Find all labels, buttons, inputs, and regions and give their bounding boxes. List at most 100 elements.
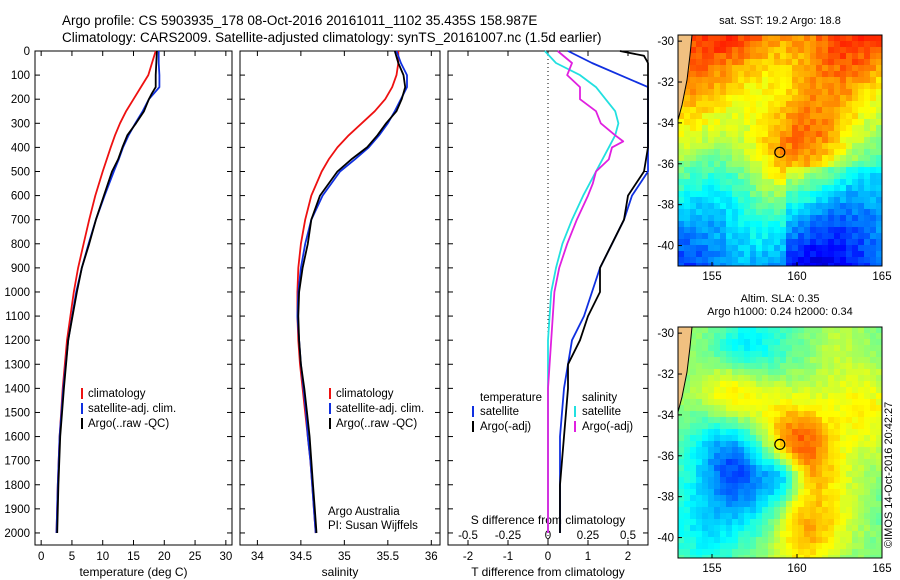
sla-map-cell (852, 357, 859, 364)
sst-map-xtick-label: 160 (787, 271, 806, 283)
sst-map-cell (780, 107, 787, 114)
sst-map-cell (732, 233, 739, 240)
sla-map-cell (786, 537, 793, 544)
sla-map-cell (852, 513, 859, 520)
sst-map-cell (816, 263, 823, 267)
sla-map-cell (738, 519, 745, 526)
sst-map-cell (840, 167, 847, 174)
sla-map-cell (708, 393, 715, 400)
sst-map-cell (864, 35, 871, 42)
sst-map-cell (720, 197, 727, 204)
sla-map-cell (750, 459, 757, 466)
sst-map-cell (684, 173, 691, 180)
sst-map-cell (690, 71, 697, 78)
sst-map-cell (690, 125, 697, 132)
sla-map-cell (720, 507, 727, 514)
sst-map-cell (864, 89, 871, 96)
sla-map-cell (726, 525, 733, 532)
sla-map-cell (792, 339, 799, 346)
sst-map-cell (744, 227, 751, 234)
sla-map-cell (870, 369, 877, 376)
sla-map-cell (750, 471, 757, 478)
sst-map-cell (876, 239, 883, 246)
sla-map-cell (714, 441, 721, 448)
sst-map-cell (840, 173, 847, 180)
sst-map-cell (714, 119, 721, 126)
sst-map-cell (696, 41, 703, 48)
sla-map-cell (750, 483, 757, 490)
sst-map-cell (678, 221, 685, 228)
sst-map-cell (840, 245, 847, 252)
sla-map-cell (864, 351, 871, 358)
sst-map-cell (774, 107, 781, 114)
sla-map-cell (720, 429, 727, 436)
sla-map-cell (702, 411, 709, 418)
sst-map-cell (714, 245, 721, 252)
sst-map-cell (774, 263, 781, 267)
sla-map-cell (744, 393, 751, 400)
depth-ytick-label: 1500 (4, 407, 30, 419)
sla-map-cell (834, 495, 841, 502)
sla-map-cell (720, 387, 727, 394)
credit-annotation: PI: Susan Wijffels (328, 520, 418, 532)
sla-map-cell (846, 369, 853, 376)
sla-map-cell (810, 465, 817, 472)
sst-map-cell (744, 41, 751, 48)
sst-map-cell (828, 125, 835, 132)
sla-map-cell (744, 489, 751, 496)
sla-map-cell (720, 459, 727, 466)
sla-map-cell (792, 477, 799, 484)
sst-map-cell (858, 137, 865, 144)
sst-map-cell (870, 65, 877, 72)
sst-map-cell (708, 179, 715, 186)
sla-map-cell (750, 423, 757, 430)
sst-map-cell (786, 197, 793, 204)
sla-map-cell (852, 411, 859, 418)
sla-map-cell (744, 507, 751, 514)
sla-map-cell (846, 333, 853, 340)
sst-map-cell (792, 167, 799, 174)
sst-map-cell (702, 113, 709, 120)
sst-map-cell (738, 185, 745, 192)
sla-map-cell (780, 465, 787, 472)
sst-map-cell (846, 251, 853, 258)
sla-map-cell (756, 519, 763, 526)
sla-map-cell (690, 327, 697, 334)
sst-map-cell (750, 209, 757, 216)
legend-t-label: Argo(-adj) (480, 421, 531, 433)
sst-map-cell (852, 119, 859, 126)
sla-map-cell (822, 351, 829, 358)
sst-map-cell (696, 113, 703, 120)
sla-map-cell (822, 465, 829, 472)
temperature-xlabel: temperature (deg C) (79, 565, 187, 579)
sla-map-cell (732, 543, 739, 550)
sla-map-cell (798, 531, 805, 538)
sla-map-cell (720, 501, 727, 508)
sla-map-cell (732, 501, 739, 508)
sla-map-cell (738, 447, 745, 454)
sst-map-cell (864, 239, 871, 246)
sst-map-cell (756, 59, 763, 66)
sla-map-cell (816, 465, 823, 472)
sla-map-cell (690, 345, 697, 352)
sst-map-cell (708, 245, 715, 252)
sla-map-cell (738, 459, 745, 466)
sst-map-cell (702, 35, 709, 42)
temperature-series-argo (56, 50, 158, 534)
temperature-legend-label: satellite-adj. clim. (88, 403, 176, 415)
sst-map-cell (816, 149, 823, 156)
sst-map-cell (834, 167, 841, 174)
difference-series-temperature-satellite (559, 50, 649, 533)
sst-map-cell (834, 149, 841, 156)
sst-map-cell (828, 185, 835, 192)
sla-map-cell (846, 327, 853, 334)
sst-map-cell (702, 215, 709, 222)
sst-map-cell (768, 173, 775, 180)
sla-map-cell (714, 525, 721, 532)
sst-map-cell (774, 125, 781, 132)
sst-map-cell (828, 131, 835, 138)
sla-map-cell (738, 483, 745, 490)
sla-map-cell (822, 363, 829, 370)
sst-map-cell (858, 119, 865, 126)
sst-map-cell (846, 107, 853, 114)
